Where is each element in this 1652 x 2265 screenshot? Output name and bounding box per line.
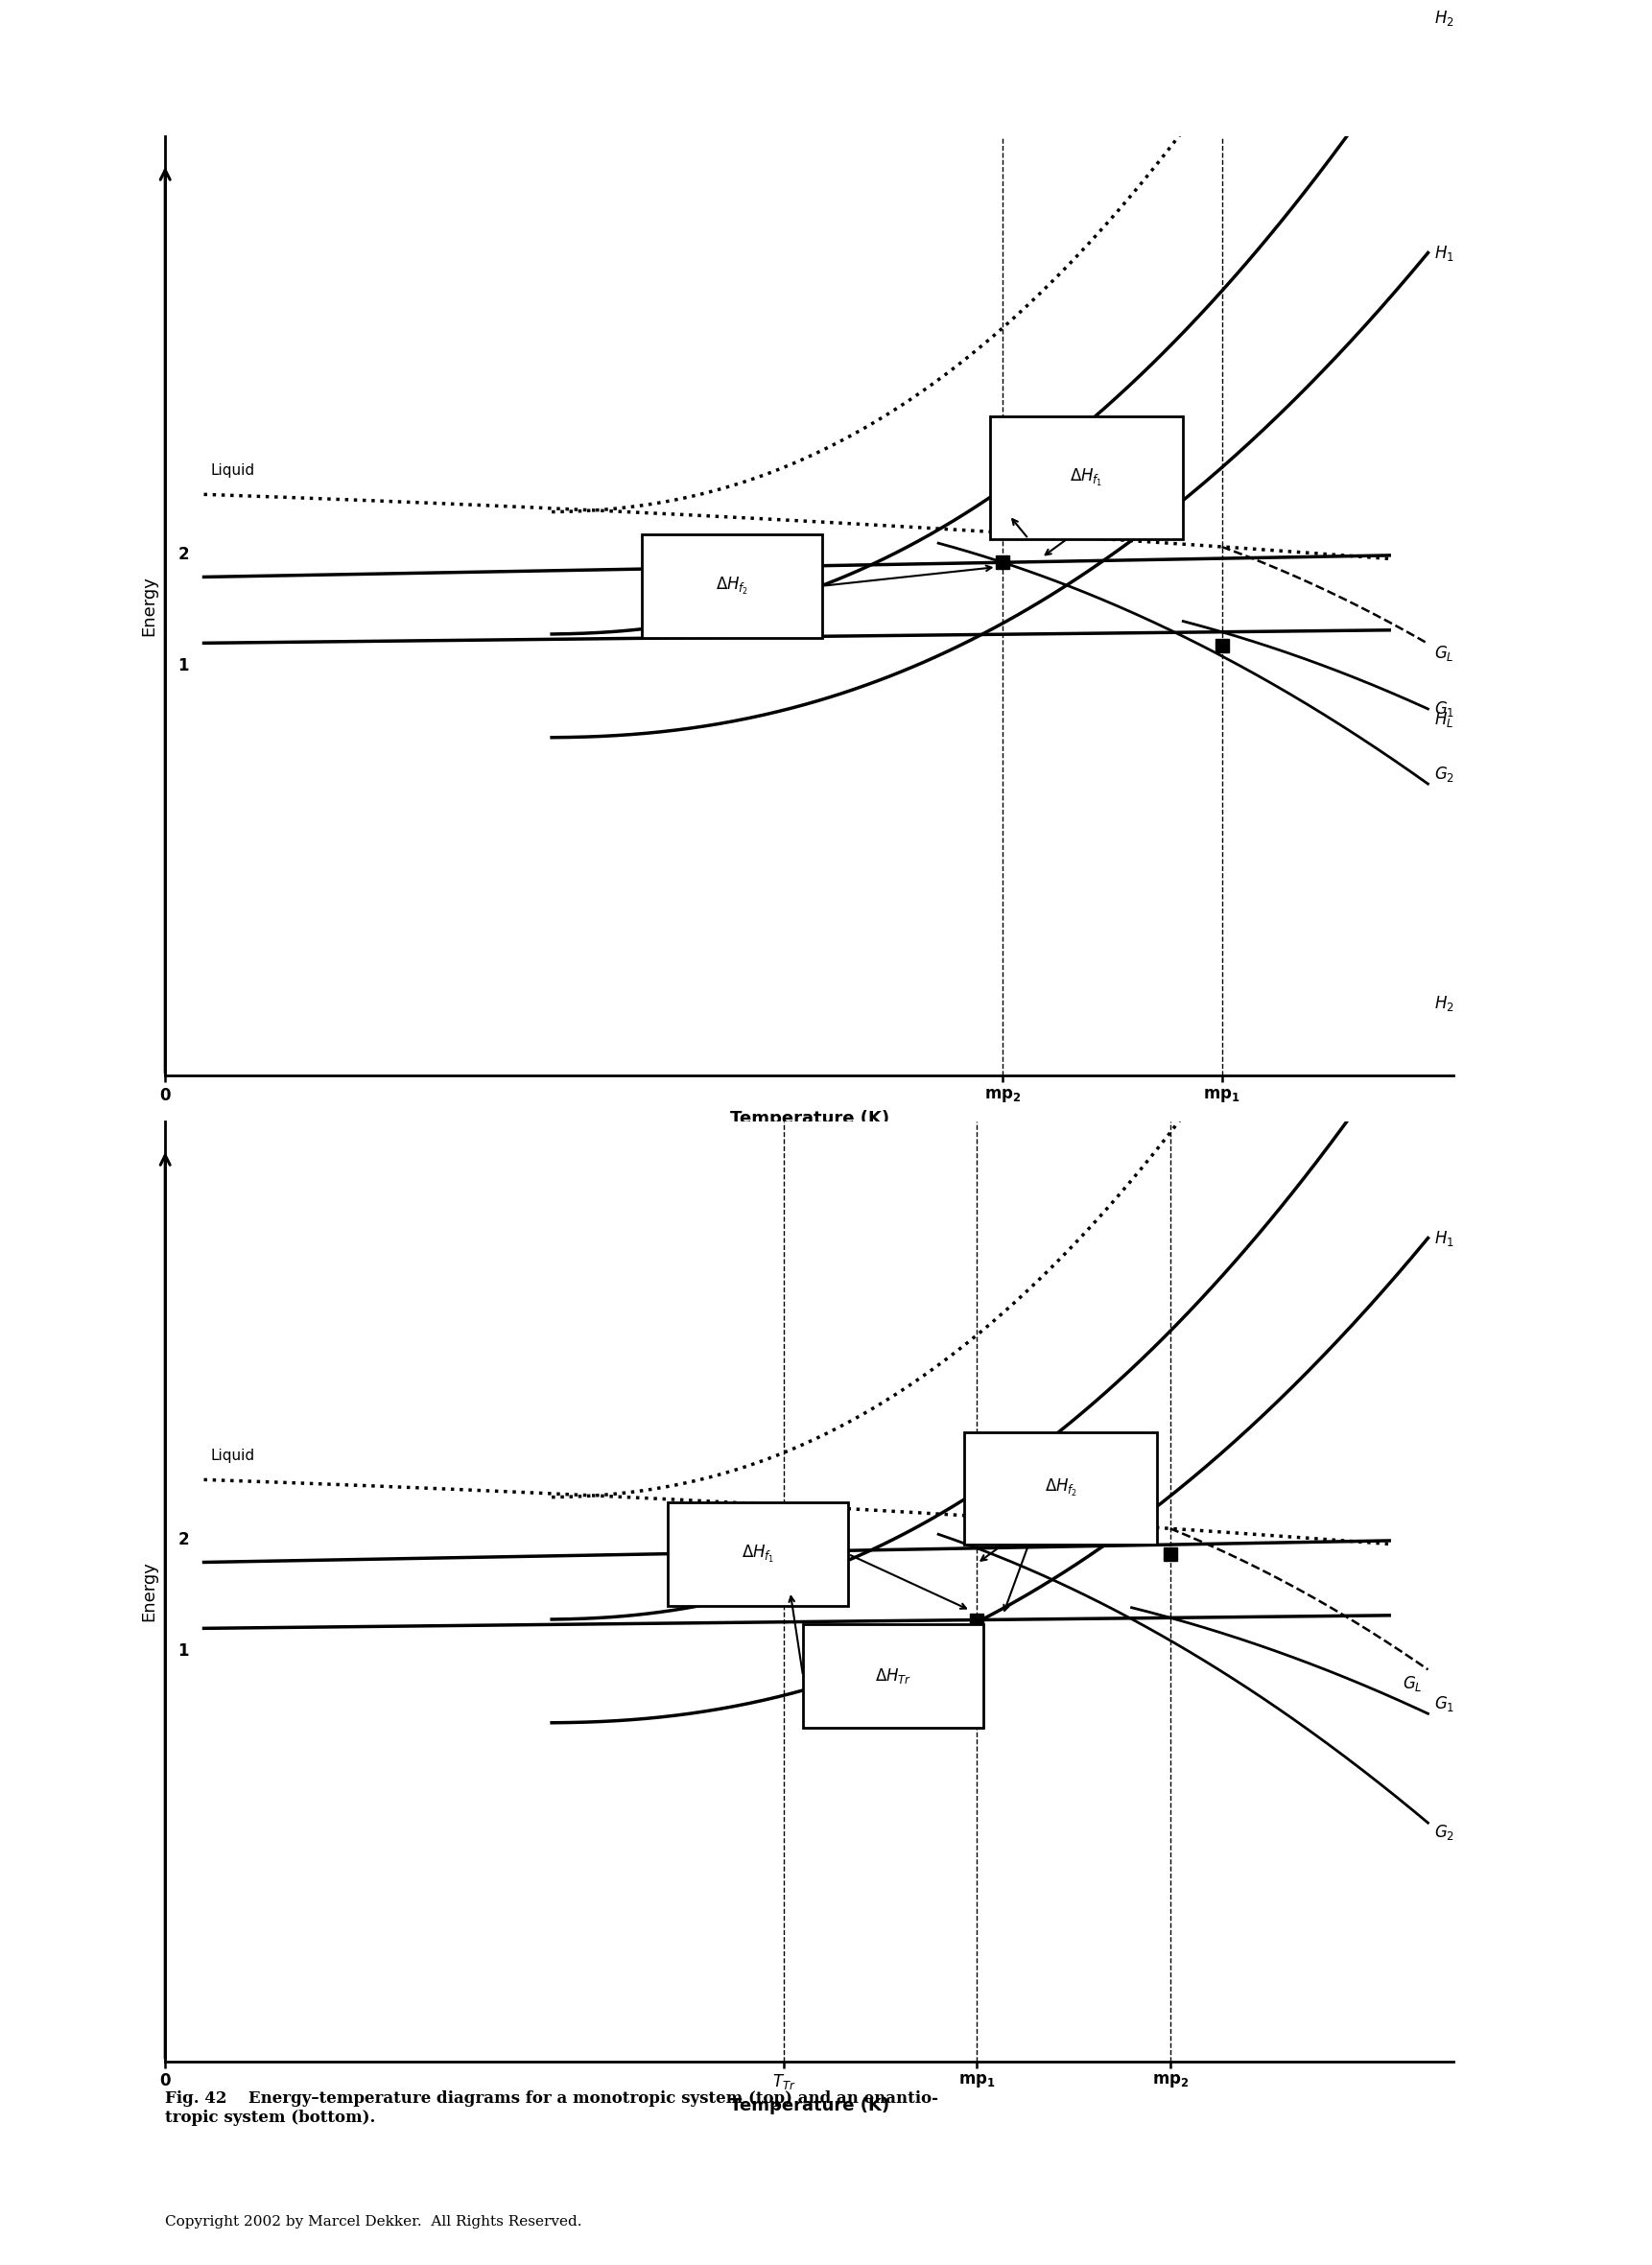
Text: $H_2$: $H_2$ <box>1434 9 1454 27</box>
Text: $H_2$: $H_2$ <box>1434 994 1454 1012</box>
Text: $\Delta H_{f_2}$: $\Delta H_{f_2}$ <box>1044 1477 1077 1499</box>
Text: 2: 2 <box>178 1531 190 1549</box>
Bar <box>643 535 823 636</box>
Text: $\Delta H_{f_1}$: $\Delta H_{f_1}$ <box>742 1542 775 1565</box>
Y-axis label: Energy: Energy <box>140 575 157 636</box>
Text: $\Delta H_{Tr}$: $\Delta H_{Tr}$ <box>876 1667 912 1685</box>
Text: $G_2$: $G_2$ <box>1434 1823 1455 1841</box>
Text: $H_L$: $H_L$ <box>1434 709 1454 729</box>
Text: Fig. 42  Energy–temperature diagrams for a monotropic system (top) and an enanti: Fig. 42 Energy–temperature diagrams for … <box>165 2091 938 2127</box>
Text: $G_L$: $G_L$ <box>1403 1674 1422 1694</box>
Text: $G_L$: $G_L$ <box>1434 643 1454 664</box>
Bar <box>667 1502 847 1606</box>
Y-axis label: Energy: Energy <box>140 1561 157 1622</box>
Text: $H_1$: $H_1$ <box>1434 242 1454 263</box>
Text: Liquid: Liquid <box>210 1447 254 1463</box>
X-axis label: Temperature (K): Temperature (K) <box>730 2097 889 2113</box>
Text: 1: 1 <box>178 1642 188 1660</box>
Text: $\Delta H_{f_2}$: $\Delta H_{f_2}$ <box>715 575 748 596</box>
Text: $H_1$: $H_1$ <box>1434 1228 1454 1248</box>
Bar <box>803 1624 983 1728</box>
X-axis label: Temperature (K): Temperature (K) <box>730 1110 889 1128</box>
Text: $\Delta H_{f_1}$: $\Delta H_{f_1}$ <box>1070 467 1104 489</box>
Bar <box>965 1431 1158 1545</box>
Text: $G_1$: $G_1$ <box>1434 700 1455 718</box>
Text: Liquid: Liquid <box>210 462 254 478</box>
Text: $G_2$: $G_2$ <box>1434 766 1455 784</box>
Bar <box>990 417 1183 539</box>
Text: 1: 1 <box>178 657 188 675</box>
Text: Copyright 2002 by Marcel Dekker.  All Rights Reserved.: Copyright 2002 by Marcel Dekker. All Rig… <box>165 2215 582 2229</box>
Text: 2: 2 <box>178 546 190 564</box>
Text: $G_1$: $G_1$ <box>1434 1694 1455 1715</box>
